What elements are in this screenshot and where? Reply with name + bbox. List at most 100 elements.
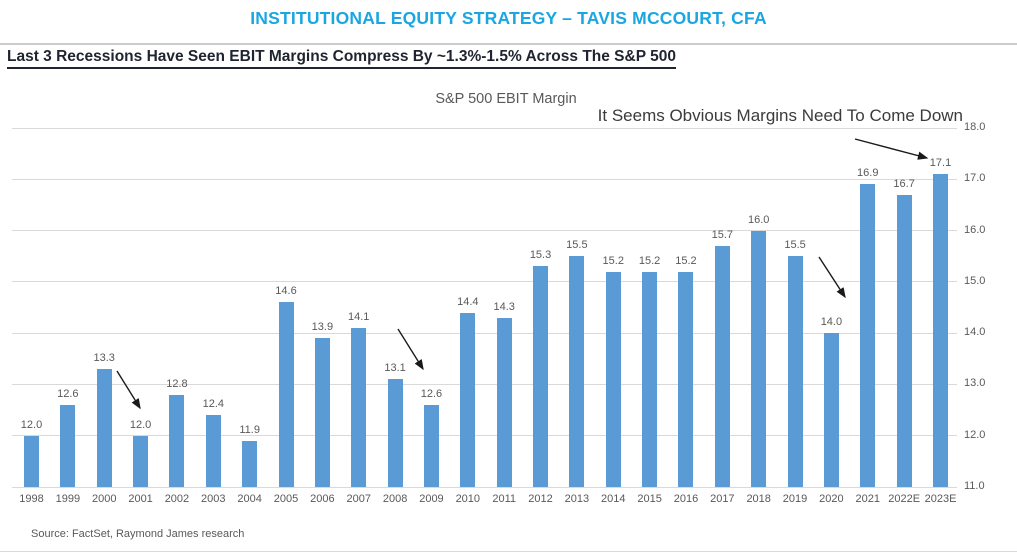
bar [751, 230, 767, 487]
bar [823, 333, 839, 487]
header-divider [0, 43, 1017, 45]
bar [387, 379, 403, 487]
x-axis-category-label: 2012 [528, 493, 553, 505]
bar-value-label: 15.5 [566, 239, 588, 252]
bar-value-label: 14.4 [457, 295, 479, 308]
x-axis-category-label: 2005 [273, 493, 299, 505]
bar [678, 271, 694, 487]
y-axis-tick-label: 16.0 [964, 223, 986, 236]
x-axis-category-label: 2003 [201, 493, 226, 505]
bar-value-label: 12.6 [420, 387, 443, 400]
bar [60, 404, 76, 487]
x-axis-category-label: 2006 [310, 493, 335, 505]
x-axis-category-label: 2004 [237, 493, 262, 505]
x-axis-category-label: 2007 [346, 493, 371, 505]
bar-value-label: 12.6 [57, 387, 79, 400]
y-axis-tick-label: 17.0 [964, 172, 986, 185]
bar-value-label: 16.9 [857, 167, 879, 180]
y-axis-tick-label: 15.0 [964, 274, 986, 287]
gridline [12, 230, 957, 232]
y-axis-tick-label: 18.0 [964, 121, 986, 133]
gridline [12, 486, 957, 488]
bar [423, 404, 439, 487]
bar [787, 256, 803, 487]
bar-value-label: 12.0 [129, 418, 152, 431]
y-axis-tick-label: 14.0 [964, 326, 986, 339]
bar-value-label: 13.9 [311, 321, 334, 334]
y-axis-tick-label: 11.0 [964, 480, 985, 492]
x-axis-category-label: 2015 [637, 493, 662, 505]
bar-value-label: 11.9 [239, 423, 260, 436]
gridline [12, 281, 957, 283]
report-title: INSTITUTIONAL EQUITY STRATEGY – TAVIS MC… [250, 8, 767, 28]
x-axis-category-label: 2009 [419, 493, 444, 505]
bar-value-label: 12.8 [166, 377, 188, 390]
x-axis-category-label: 2011 [492, 493, 516, 505]
recession-arrow [116, 370, 141, 410]
x-axis-category-label: 2018 [746, 493, 771, 505]
x-axis-category-label: 2010 [455, 493, 481, 505]
x-axis-category-label: 2014 [601, 493, 626, 505]
gridline [12, 383, 957, 385]
gridline [12, 435, 957, 437]
bar [860, 184, 876, 487]
chart-headline: Last 3 Recessions Have Seen EBIT Margins… [7, 48, 676, 69]
bar-value-label: 15.5 [784, 239, 806, 252]
bar [133, 435, 149, 487]
gridline [12, 127, 957, 129]
y-axis-tick-label: 13.0 [964, 377, 986, 390]
bar [314, 338, 330, 487]
bar-value-label: 15.2 [675, 254, 697, 267]
bar [278, 302, 294, 487]
x-axis-category-label: 2013 [564, 493, 590, 505]
bar [896, 194, 912, 487]
bar-value-label: 17.1 [929, 157, 952, 170]
x-axis-category-label: 1998 [19, 493, 44, 505]
bar [242, 440, 258, 487]
bar [351, 328, 367, 487]
bar-value-label: 12.4 [202, 398, 224, 411]
bar [169, 394, 185, 487]
x-axis-category-label: 2019 [782, 493, 808, 505]
bottom-divider [0, 551, 1017, 552]
x-axis-category-label: 2016 [673, 493, 699, 505]
x-axis-category-label: 2002 [164, 493, 190, 505]
bar [205, 415, 221, 487]
x-axis-category-label: 2022E [888, 493, 921, 505]
source-note: Source: FactSet, Raymond James research [31, 528, 245, 540]
bar [642, 271, 658, 487]
gridline [12, 178, 957, 180]
bar-value-label: 12.0 [20, 418, 43, 431]
recession-arrow [818, 256, 846, 299]
bar [96, 369, 112, 487]
bar-value-label: 14.6 [275, 285, 297, 298]
bar [569, 256, 585, 487]
bar-value-label: 14.0 [820, 316, 843, 329]
chart-title: S&P 500 EBIT Margin [435, 91, 577, 107]
x-axis-category-label: 2001 [128, 493, 153, 505]
chart-annotation: It Seems Obvious Margins Need To Come Do… [597, 106, 963, 125]
bar-value-label: 15.3 [529, 249, 552, 262]
x-axis-category-label: 2017 [710, 493, 735, 505]
bar-value-label: 16.0 [747, 213, 770, 226]
bar-value-label: 15.2 [602, 254, 624, 267]
bar-value-label: 14.3 [493, 300, 515, 313]
headline-wrap: Last 3 Recessions Have Seen EBIT Margins… [7, 48, 676, 69]
bar-value-label: 16.7 [893, 177, 915, 190]
x-axis-category-label: 2023E [924, 493, 957, 505]
x-axis-category-label: 2021 [855, 493, 880, 505]
gridline [12, 332, 957, 334]
bar [496, 317, 512, 487]
bar [460, 312, 476, 487]
bar-value-label: 14.1 [348, 311, 370, 323]
bar [933, 174, 948, 487]
bar [533, 266, 549, 487]
bar-value-label: 13.1 [384, 362, 406, 375]
bar [605, 271, 621, 487]
bar [714, 245, 730, 487]
y-axis-tick-label: 12.0 [964, 428, 986, 441]
bar [24, 435, 39, 487]
bar-value-label: 15.2 [638, 254, 661, 267]
x-axis-category-label: 2000 [91, 493, 117, 505]
